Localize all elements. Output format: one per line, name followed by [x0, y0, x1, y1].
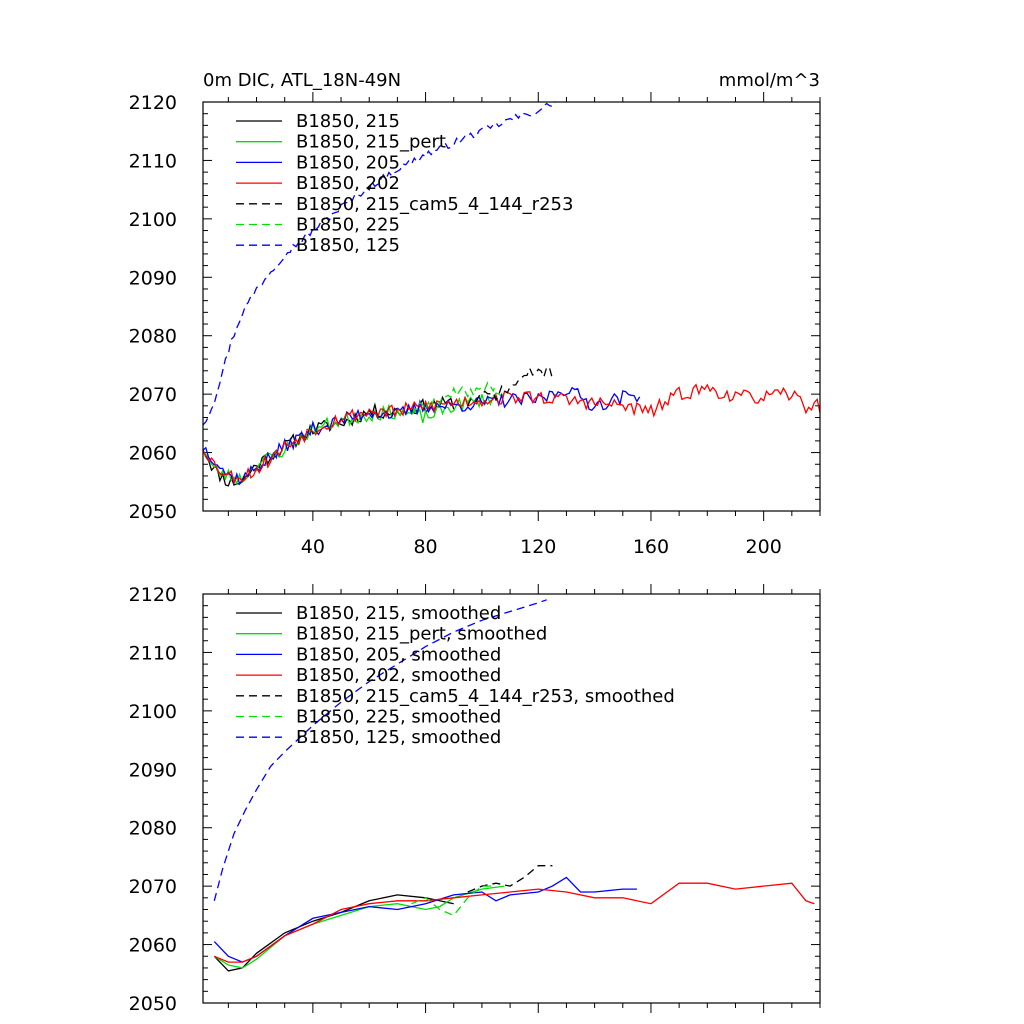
- series-line-4: [467, 366, 554, 406]
- top-plot-frame: [202, 101, 821, 512]
- y-tick-label: 2060: [129, 935, 177, 957]
- bottom-plot-area: 2050 2060 2070 2080 2090 2100 2110 2120 B1850, 2…: [129, 584, 821, 1015]
- y-tick-label: 2110: [129, 150, 177, 172]
- y-tick-label: 2060: [129, 443, 177, 465]
- y-tick-label: 2070: [129, 876, 177, 898]
- y-tick-label: 2080: [129, 818, 177, 840]
- legend-label: B1850, 202: [296, 173, 400, 194]
- legend-label: B1850, 225: [296, 215, 400, 236]
- x-tick-label: 200: [746, 536, 782, 558]
- y-tick-label: 2050: [129, 993, 177, 1015]
- y-tick-label: 2120: [129, 92, 177, 114]
- x-tick-label: 160: [633, 536, 669, 558]
- x-tick-label: 120: [520, 536, 556, 558]
- y-tick-label: 2080: [129, 326, 177, 348]
- series-line-3: [202, 383, 821, 485]
- legend-label: B1850, 202, smoothed: [296, 665, 501, 686]
- x-tick-label: 80: [413, 536, 437, 558]
- series-line-4: [467, 865, 553, 893]
- legend-label: B1850, 215: [296, 111, 400, 132]
- chart-units-label: mmol/m^3: [719, 70, 820, 91]
- series-line-3: [214, 882, 815, 963]
- series-line-1: [213, 885, 505, 969]
- legend-label: B1850, 125, smoothed: [296, 727, 501, 748]
- y-tick-label: 2100: [129, 701, 177, 723]
- chart-title: 0m DIC, ATL_18N-49N: [203, 70, 401, 91]
- legend-label: B1850, 215_cam5_4_144_r253, smoothed: [296, 686, 675, 707]
- series-line-5: [411, 885, 496, 917]
- bottom-plot-frame: [202, 593, 821, 1004]
- y-tick-label: 2120: [129, 584, 177, 606]
- legend-label: B1850, 205: [296, 152, 400, 173]
- legend-label: B1850, 125: [296, 235, 400, 256]
- y-tick-label: 2070: [129, 384, 177, 406]
- top-chart-panel: 0m DIC, ATL_18N-49N mmol/m^3 2050 2060 207…: [129, 70, 821, 558]
- y-tick-label: 2110: [129, 642, 177, 664]
- series-line-0: [213, 894, 454, 972]
- legend-label: B1850, 205, smoothed: [296, 644, 501, 665]
- legend-label: B1850, 215_cam5_4_144_r253: [296, 194, 573, 215]
- y-tick-label: 2050: [129, 501, 177, 523]
- legend-label: B1850, 225, smoothed: [296, 707, 501, 728]
- legend-label: B1850, 215, smoothed: [296, 603, 501, 624]
- legend-label: B1850, 215_pert, smoothed: [296, 624, 547, 645]
- series-line-5: [411, 381, 497, 415]
- y-tick-label: 2100: [129, 209, 177, 231]
- series-line-2: [213, 876, 637, 963]
- top-plot-area: 2050 2060 2070 2080 2090 2100 2110 2120 40 80 120 1…: [129, 92, 821, 558]
- x-tick-label: 40: [301, 536, 325, 558]
- y-tick-label: 2090: [129, 267, 177, 289]
- bottom-chart-panel: 2050 2060 2070 2080 2090 2100 2110 2120 B1850, 2…: [129, 584, 821, 1015]
- legend-label: B1850, 215_pert: [296, 132, 446, 153]
- y-tick-label: 2090: [129, 759, 177, 781]
